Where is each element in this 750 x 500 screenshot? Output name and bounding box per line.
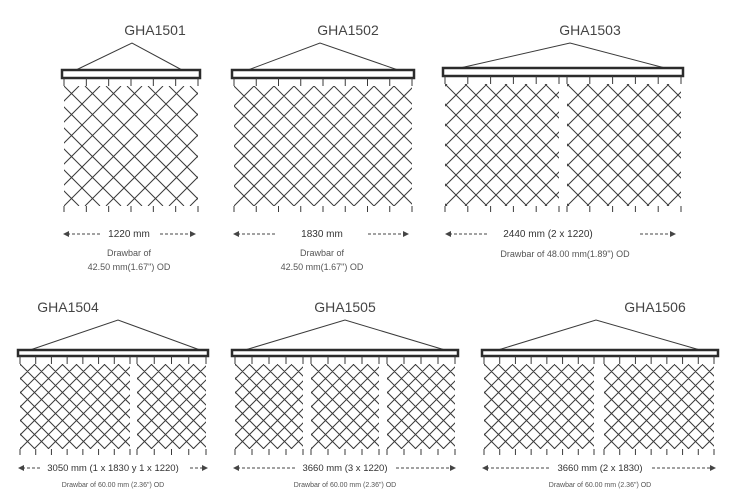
harrow-code: GHA1503 (559, 22, 621, 38)
tine-stubs (483, 356, 595, 455)
hitch-chain (497, 319, 701, 351)
harrow-mesh (386, 356, 456, 455)
tine-stubs (63, 78, 199, 212)
width-label: 1220 mm (108, 229, 150, 240)
drawbar-size: 42.50 mm(1.67") OD (88, 262, 171, 272)
width-label: 3660 mm (2 x 1830) (557, 463, 642, 474)
harrow-mesh (19, 356, 131, 455)
harrow-gha1504: GHA1504 3050 mm (1 x 1830 y 1 x 1220) Dr… (16, 299, 210, 489)
tine-stubs (566, 76, 682, 212)
arrow-head-left-icon (233, 231, 239, 237)
drawbar (480, 348, 720, 358)
hitch-chain (75, 42, 183, 71)
width-label: 1830 mm (301, 229, 343, 240)
harrow-mesh (444, 76, 560, 212)
tine-stubs (19, 356, 131, 455)
drawbar (441, 66, 685, 78)
harrow-mesh (63, 78, 199, 212)
arrow-head-left-icon (18, 465, 24, 471)
arrow-head-left-icon (445, 231, 451, 237)
drawbar-label: Drawbar of 48.00 mm(1.89") OD (500, 249, 630, 259)
drawbar (230, 348, 460, 358)
tine-stubs (444, 76, 560, 212)
hitch-chain (459, 42, 666, 69)
harrow-mesh (566, 76, 682, 212)
tine-stubs (603, 356, 715, 455)
hitch-chain (244, 319, 446, 351)
drawbar (16, 348, 210, 358)
harrow-mesh (136, 356, 207, 455)
harrow-mesh (603, 356, 715, 455)
arrow-head-right-icon (450, 465, 456, 471)
mesh-links (567, 84, 681, 206)
mesh-links (20, 364, 130, 449)
tine-stubs (234, 356, 304, 455)
harrow-mesh (234, 356, 304, 455)
drawbar (60, 68, 202, 80)
arrow-head-left-icon (233, 465, 239, 471)
arrow-head-left-icon (482, 465, 488, 471)
harrow-code: GHA1501 (124, 22, 186, 38)
arrow-head-right-icon (670, 231, 676, 237)
harrow-mesh (310, 356, 380, 455)
harrow-gha1506: GHA1506 3660 mm (2 x 1830) Drawbar of 60… (480, 299, 720, 489)
harrow-gha1503: GHA1503 2440 mm (2 x 1220) Drawbar of 48… (441, 22, 685, 259)
tine-stubs (386, 356, 456, 455)
harrow-code: GHA1506 (624, 299, 686, 315)
arrow-head-right-icon (403, 231, 409, 237)
mesh-links (311, 364, 379, 449)
drawbar-size: 42.50 mm(1.67") OD (281, 262, 364, 272)
drawbar-label: Drawbar of (300, 248, 345, 258)
width-label: 3660 mm (3 x 1220) (302, 463, 387, 474)
drawbar-label: Drawbar of 60.00 mm (2.36") OD (62, 482, 164, 489)
mesh-links (604, 364, 714, 449)
drawbar-label: Drawbar of 60.00 mm (2.36") OD (294, 482, 396, 489)
arrow-head-right-icon (202, 465, 208, 471)
width-label: 3050 mm (1 x 1830 y 1 x 1220) (47, 463, 179, 474)
tine-stubs (310, 356, 380, 455)
harrow-gha1502: GHA1502 1830 mm Drawbar of 42.50 mm(1.67… (230, 22, 416, 272)
tine-stubs (136, 356, 207, 455)
harrow-code: GHA1505 (314, 299, 376, 315)
mesh-links (137, 364, 206, 449)
drawbar (230, 68, 416, 80)
harrow-code: GHA1502 (317, 22, 379, 38)
harrow-code: GHA1504 (37, 299, 99, 315)
mesh-links (235, 364, 303, 449)
width-label: 2440 mm (2 x 1220) (503, 229, 593, 240)
mesh-links (484, 364, 594, 449)
arrow-head-right-icon (710, 465, 716, 471)
mesh-links (64, 86, 198, 206)
arrow-head-right-icon (190, 231, 196, 237)
hitch-chain (29, 319, 201, 351)
mesh-links (445, 84, 559, 206)
drawbar-label: Drawbar of 60.00 mm (2.36") OD (549, 482, 651, 489)
mesh-links (234, 86, 412, 206)
tine-stubs (233, 78, 413, 212)
mesh-links (387, 364, 455, 449)
arrow-head-left-icon (63, 231, 69, 237)
harrow-gha1501: GHA1501 1220 mm Drawbar of 42.50 mm(1.67… (60, 22, 202, 272)
harrow-mesh (233, 78, 413, 212)
harrow-gha1505: GHA1505 3660 mm (3 x 1220) Drawbar of 60… (230, 299, 460, 489)
harrow-mesh (483, 356, 595, 455)
drawbar-label: Drawbar of (107, 248, 152, 258)
hitch-chain (247, 42, 399, 71)
